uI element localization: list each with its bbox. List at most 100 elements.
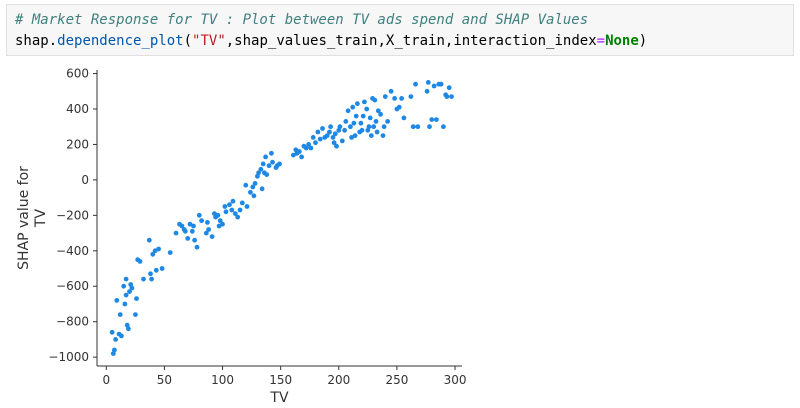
scatter-point: [122, 301, 128, 307]
scatter-point: [235, 214, 241, 220]
scatter-point: [396, 104, 402, 110]
x-tick-label: 200: [327, 373, 350, 387]
y-axis-ticks: −1000 −800 −600 −400 −200 0 200 400 600: [48, 67, 97, 364]
scatter-point: [373, 119, 379, 124]
scatter-point: [424, 88, 430, 94]
scatter-point: [328, 124, 333, 130]
scatter-point: [244, 204, 250, 209]
scatter-point: [232, 211, 238, 217]
scatter-point: [382, 94, 388, 99]
scatter-point: [401, 115, 407, 121]
y-axis-label: SHAP value for TV: [16, 166, 49, 270]
scatter-point: [339, 138, 345, 144]
scatter-point: [173, 230, 179, 236]
scatter-point: [438, 81, 444, 87]
scatter-point: [375, 108, 381, 114]
scatter-point: [353, 113, 359, 119]
scatter-point: [358, 120, 364, 126]
scatter-point: [327, 129, 332, 135]
scatter-point: [345, 108, 351, 114]
scatter-point: [446, 85, 452, 91]
scatter-point: [250, 184, 256, 190]
scatter-point: [220, 221, 225, 227]
x-tick-label: 250: [385, 373, 408, 387]
scatter-point: [343, 119, 349, 124]
scatter-point: [251, 193, 257, 199]
scatter-point: [209, 234, 215, 240]
scatter-point: [199, 218, 205, 224]
code-kwarg-name: interaction_index: [453, 33, 597, 49]
x-tick-label: 50: [157, 373, 172, 387]
scatter-point: [230, 198, 236, 204]
scatter-point: [332, 131, 338, 137]
scatter-point: [121, 283, 127, 289]
scatter-point: [229, 207, 235, 213]
scatter-point: [352, 133, 358, 138]
scatter-point: [336, 127, 342, 133]
scatter-point: [129, 285, 135, 291]
scatter-point: [372, 97, 378, 103]
scatter-point: [425, 80, 431, 85]
scatter-point: [331, 140, 337, 146]
scatter-point: [134, 296, 139, 301]
scatter-point: [109, 329, 115, 335]
code-function: dependence_plot: [57, 33, 184, 49]
scatter-point: [348, 124, 353, 130]
scatter-point: [378, 111, 383, 117]
y-tick-label: 400: [66, 102, 89, 116]
scatter-point: [313, 140, 318, 146]
scatter-point: [415, 124, 421, 130]
code-module: shap: [15, 33, 49, 49]
scatter-point: [148, 271, 153, 277]
scatter-point: [127, 289, 132, 294]
scatter-point: [196, 212, 202, 218]
scatter-point: [368, 133, 374, 138]
scatter-point: [366, 124, 372, 130]
scatter-point: [371, 124, 377, 130]
scatter-point: [296, 149, 302, 154]
y-axis-label-line: SHAP value for: [16, 166, 32, 270]
scatter-point: [227, 202, 232, 208]
scatter-point: [429, 117, 435, 122]
scatter-point: [277, 161, 282, 167]
scatter-point: [192, 237, 198, 243]
scatter-point: [270, 159, 275, 165]
y-tick-label: −600: [56, 279, 89, 293]
x-axis-label: TV: [269, 390, 289, 406]
y-axis-label-line: TV: [33, 209, 49, 229]
scatter-point: [125, 326, 131, 332]
scatter-point: [222, 204, 228, 209]
scatter-point: [189, 228, 195, 234]
scatter-point: [320, 126, 325, 131]
scatter-point: [185, 236, 191, 241]
scatter-point: [123, 276, 129, 282]
scatter-point: [408, 94, 414, 99]
code-kwarg-value: None: [605, 33, 639, 49]
scatter-point: [259, 186, 265, 192]
code-open-paren: (: [183, 33, 193, 49]
scatter-point: [350, 104, 356, 110]
y-tick-label: −400: [56, 244, 89, 258]
scatter-point: [137, 259, 143, 264]
scatter-point: [141, 276, 146, 282]
scatter-point: [215, 212, 221, 218]
y-tick-label: 600: [66, 67, 89, 81]
scatter-point: [362, 99, 367, 105]
scatter-point: [112, 347, 117, 353]
scatter-point: [303, 145, 309, 151]
y-tick-label: −200: [56, 208, 89, 222]
scatter-point: [149, 276, 155, 282]
scatter-point: [334, 143, 339, 149]
x-tick-label: 300: [444, 373, 467, 387]
scatter-point: [355, 101, 360, 107]
y-tick-label: 200: [66, 137, 89, 151]
scatter-point: [399, 96, 404, 101]
scatter-point: [156, 246, 162, 252]
scatter-point: [203, 230, 209, 236]
scatter-point: [119, 333, 124, 339]
shap-dependence-plot: −1000 −800 −600 −400 −200 0 200 400 600 0 50 100 15…: [16, 67, 467, 406]
scatter-point: [182, 228, 188, 234]
code-args: ,shap_values_train,X_train,: [225, 33, 454, 49]
code-cell[interactable]: # Market Response for TV : Plot between …: [6, 4, 794, 56]
scatter-point: [413, 81, 418, 87]
